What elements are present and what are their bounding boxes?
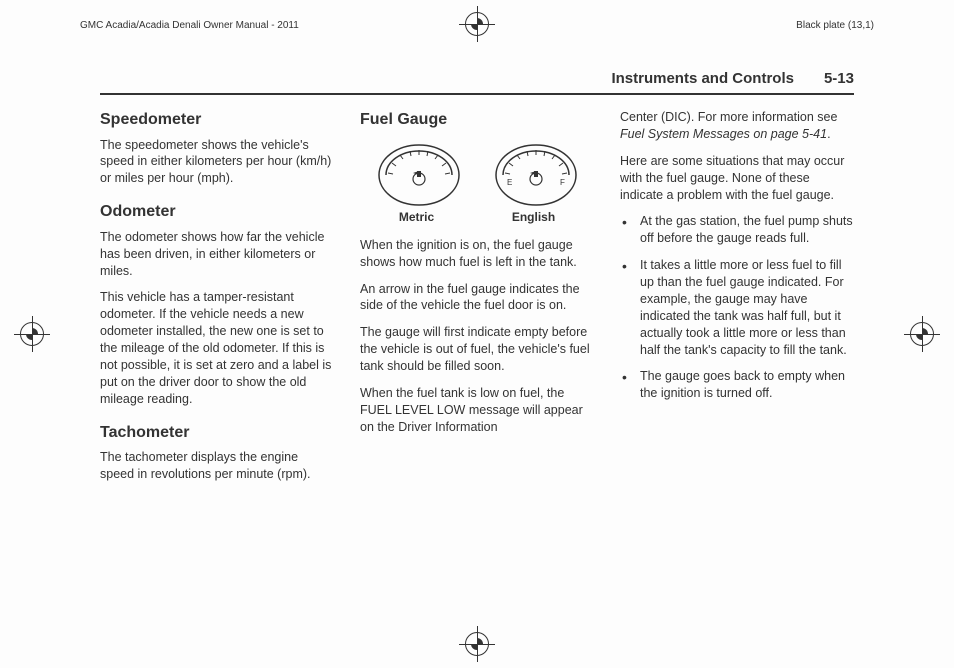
gauge-metric-icon (374, 137, 464, 207)
columns: Speedometer The speedometer shows the ve… (100, 109, 854, 497)
fuel-gauge-heading: Fuel Gauge (360, 109, 594, 131)
column-2: Fuel Gauge (360, 109, 594, 497)
gauge-label-english: English (512, 209, 555, 225)
gauge-labels: Metric English (360, 209, 594, 225)
plate-label: Black plate (13,1) (796, 20, 874, 31)
tachometer-heading: Tachometer (100, 422, 334, 444)
page: GMC Acadia/Acadia Denali Owner Manual - … (0, 0, 954, 668)
bullet-3: The gauge goes back to empty when the ig… (620, 368, 854, 402)
gauge-english-icon: E F (491, 137, 581, 207)
dic-text-a: Center (DIC). For more information see (620, 110, 837, 124)
registration-mark-right (910, 322, 934, 346)
situations-list: At the gas station, the fuel pump shuts … (620, 213, 854, 402)
dic-continuation: Center (DIC). For more information see F… (620, 109, 854, 143)
content-frame: Instruments and Controls 5-13 Speedomete… (100, 70, 854, 613)
registration-mark-bottom (465, 632, 489, 656)
manual-title: GMC Acadia/Acadia Denali Owner Manual - … (80, 20, 299, 31)
dic-text-c: . (827, 127, 830, 141)
tachometer-body: The tachometer displays the engine speed… (100, 449, 334, 483)
speedometer-body: The speedometer shows the vehicle's spee… (100, 137, 334, 188)
fuel-p3: The gauge will first indicate empty befo… (360, 324, 594, 375)
bullet-1: At the gas station, the fuel pump shuts … (620, 213, 854, 247)
svg-text:E: E (507, 178, 512, 187)
gauge-row: E F (360, 137, 594, 207)
odometer-p1: The odometer shows how far the vehicle h… (100, 229, 334, 280)
registration-mark-left (20, 322, 44, 346)
bullet-2: It takes a little more or less fuel to f… (620, 257, 854, 358)
situations-intro: Here are some situations that may occur … (620, 153, 854, 204)
fuel-p1: When the ignition is on, the fuel gauge … (360, 237, 594, 271)
column-1: Speedometer The speedometer shows the ve… (100, 109, 334, 497)
fuel-p4: When the fuel tank is low on fuel, the F… (360, 385, 594, 436)
dic-text-italic: Fuel System Messages on page 5‑41 (620, 127, 827, 141)
section-title: Instruments and Controls (611, 70, 794, 87)
tachometer-block: Tachometer The tachometer displays the e… (100, 422, 334, 483)
print-header: GMC Acadia/Acadia Denali Owner Manual - … (80, 20, 874, 31)
section-header: Instruments and Controls 5-13 (100, 70, 854, 95)
odometer-p2: This vehicle has a tamper-resistant odom… (100, 289, 334, 407)
svg-text:F: F (560, 178, 565, 187)
fuel-p2: An arrow in the fuel gauge indicates the… (360, 281, 594, 315)
gauge-label-metric: Metric (399, 209, 434, 225)
speedometer-heading: Speedometer (100, 109, 334, 131)
odometer-heading: Odometer (100, 201, 334, 223)
column-3: Center (DIC). For more information see F… (620, 109, 854, 497)
page-number: 5-13 (824, 70, 854, 87)
speedometer-block: Speedometer The speedometer shows the ve… (100, 109, 334, 187)
odometer-block: Odometer The odometer shows how far the … (100, 201, 334, 407)
